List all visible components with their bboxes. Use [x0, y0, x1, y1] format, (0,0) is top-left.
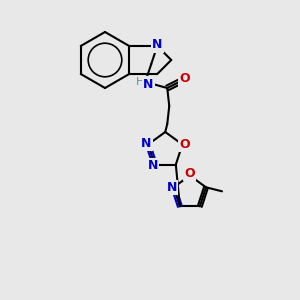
Text: H: H [136, 77, 144, 87]
Text: N: N [152, 38, 162, 52]
Text: N: N [148, 159, 158, 172]
Text: O: O [179, 73, 190, 85]
Text: O: O [184, 167, 195, 180]
Text: N: N [141, 137, 151, 150]
Text: N: N [167, 181, 177, 194]
Text: N: N [143, 77, 153, 91]
Text: O: O [179, 138, 190, 151]
